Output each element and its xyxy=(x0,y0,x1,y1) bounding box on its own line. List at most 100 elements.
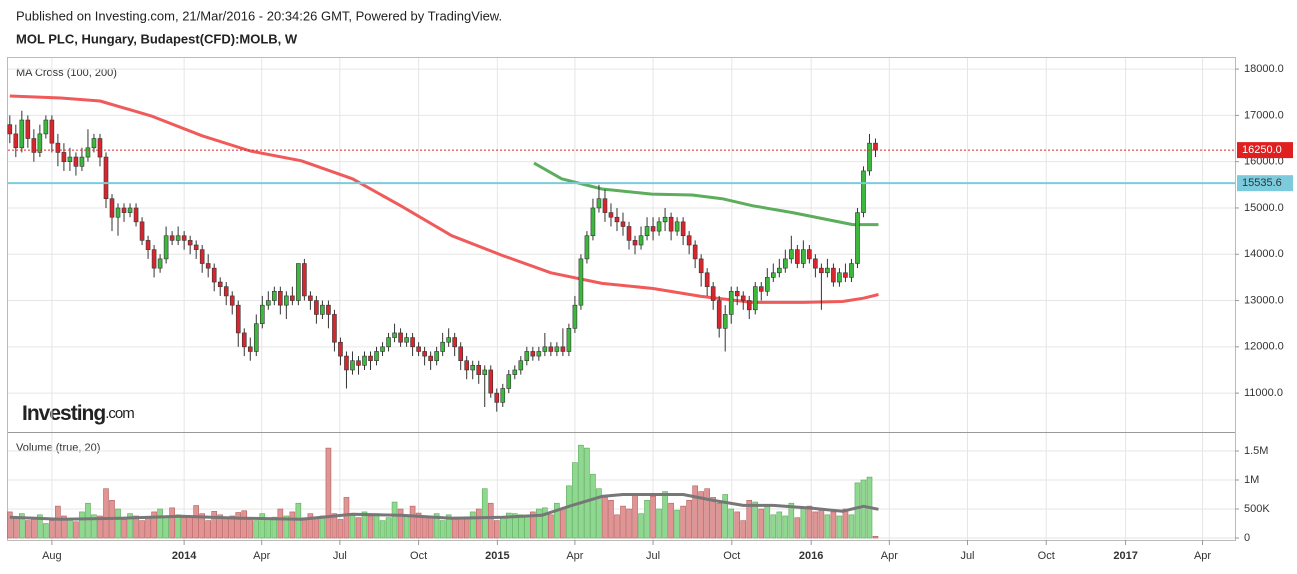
volume-bar xyxy=(572,462,578,539)
candle-body xyxy=(722,314,728,329)
candle-body xyxy=(680,221,686,237)
y-tick-label: 14000.0 xyxy=(1244,248,1284,260)
chart-frame xyxy=(7,57,1236,541)
candle-body xyxy=(320,304,325,315)
x-tick-label: Oct xyxy=(410,550,427,562)
volume-bar xyxy=(415,512,422,539)
candle-body xyxy=(121,207,127,213)
candle-body xyxy=(181,235,187,241)
candle-body xyxy=(404,337,409,343)
volume-bar xyxy=(782,515,789,539)
price-pane-title: MA Cross (100, 200) xyxy=(16,67,117,79)
volume-bar xyxy=(758,508,765,539)
candle-body xyxy=(789,249,794,260)
candle-body xyxy=(512,369,518,375)
volume-bar xyxy=(728,508,735,539)
candle-body xyxy=(308,295,313,301)
volume-bar xyxy=(511,513,518,539)
candle-body xyxy=(590,207,596,237)
candle-body xyxy=(614,216,620,223)
volume-bar xyxy=(349,514,356,539)
volume-bar xyxy=(824,514,831,539)
candle-body xyxy=(704,272,710,287)
volume-bar xyxy=(650,495,656,539)
candle-body xyxy=(518,360,524,371)
price-label: 15535.6 xyxy=(1242,177,1282,189)
volume-bar xyxy=(361,511,368,539)
volume-bar xyxy=(313,517,320,539)
candle-body xyxy=(770,272,776,278)
volume-bar xyxy=(169,507,175,539)
x-tick-label: Aug xyxy=(42,550,62,562)
x-tick-label: Jul xyxy=(333,550,347,562)
candle-body xyxy=(764,277,770,292)
candle-body xyxy=(710,286,716,301)
volume-bar xyxy=(457,518,464,539)
volume-bar xyxy=(548,514,554,539)
moving-average-line xyxy=(9,94,879,304)
candle-body xyxy=(259,304,265,324)
volume-bar xyxy=(355,517,362,539)
volume-bar xyxy=(253,520,260,539)
candle-body xyxy=(229,295,235,306)
volume-bar xyxy=(145,517,151,539)
logo-suffix: .com xyxy=(105,405,134,422)
volume-bar xyxy=(337,519,344,539)
candle-body xyxy=(205,263,211,269)
volume-bar xyxy=(307,513,314,539)
volume-bar xyxy=(710,497,716,539)
candle-body xyxy=(548,346,554,352)
candle-body xyxy=(536,351,542,357)
volume-bar xyxy=(848,514,855,539)
candle-body xyxy=(49,119,55,144)
volume-bar xyxy=(373,513,380,539)
candle-body xyxy=(554,346,560,352)
volume-bar xyxy=(590,473,596,539)
candle-body xyxy=(560,346,566,352)
x-tick-label: 2016 xyxy=(799,550,823,562)
candle-body xyxy=(584,235,590,260)
volume-bar xyxy=(518,514,524,539)
candle-body xyxy=(494,392,500,403)
volume-bar xyxy=(632,494,638,539)
candle-body xyxy=(133,207,139,223)
candle-body xyxy=(199,249,205,264)
volume-bar xyxy=(163,516,169,539)
logo: Investing.com xyxy=(22,402,134,425)
candle-body xyxy=(272,290,277,301)
volume-bar xyxy=(223,517,230,539)
x-tick-label: Jul xyxy=(960,550,974,562)
candle-body xyxy=(656,221,662,232)
volume-bar xyxy=(49,520,55,539)
volume-bar xyxy=(289,511,296,539)
volume-bar xyxy=(43,523,49,539)
volume-bar xyxy=(385,517,392,539)
candle-body xyxy=(542,346,548,352)
y-tick-label: 15000.0 xyxy=(1244,202,1284,214)
volume-bar xyxy=(836,515,843,539)
volume-bar xyxy=(271,516,278,539)
volume-bar xyxy=(674,509,680,539)
candle-body xyxy=(284,295,289,306)
candle-body xyxy=(247,346,253,352)
candle-body xyxy=(458,346,463,362)
symbol-title: MOL PLC, Hungary, Budapest(CFD):MOLB, W xyxy=(16,31,298,46)
candle-body xyxy=(801,249,806,264)
candle-body xyxy=(157,258,163,269)
candle-body xyxy=(855,212,860,264)
candle-body xyxy=(296,263,301,301)
volume-bar xyxy=(860,479,867,539)
candle-body xyxy=(326,304,331,315)
candle-body xyxy=(530,351,536,357)
volume-bar xyxy=(644,500,650,539)
volume-bar xyxy=(842,508,849,539)
candle-body xyxy=(278,290,283,306)
candle-body xyxy=(638,235,644,246)
candle-body xyxy=(506,374,512,389)
candle-body xyxy=(428,355,433,362)
candle-body xyxy=(55,142,61,153)
volume-bar xyxy=(139,520,145,539)
x-tick-label: Oct xyxy=(1038,550,1055,562)
candle-body xyxy=(302,263,307,297)
candle-body xyxy=(692,244,698,260)
